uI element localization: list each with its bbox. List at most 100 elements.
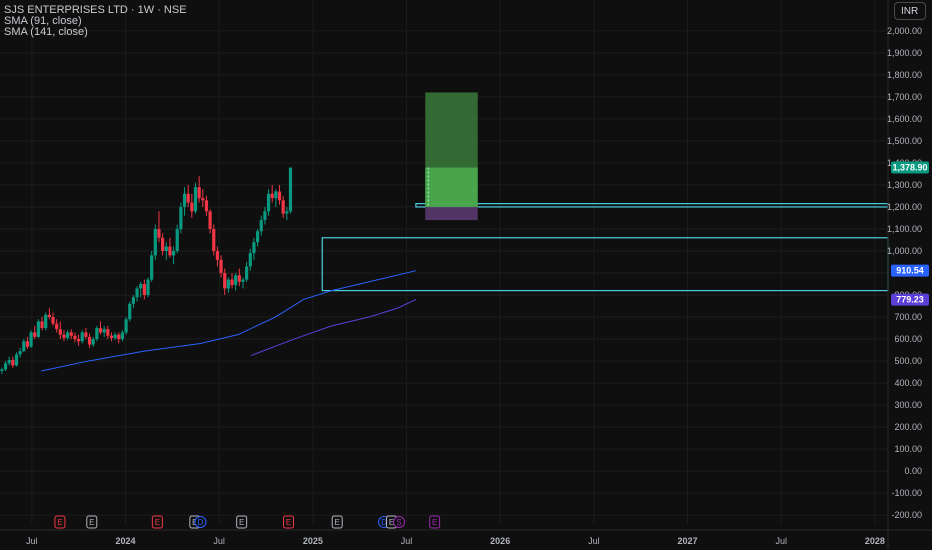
sma-141-line bbox=[250, 299, 417, 357]
currency-button[interactable]: INR bbox=[894, 2, 926, 20]
candlestick-series bbox=[0, 167, 293, 375]
candle-body bbox=[288, 167, 293, 212]
candle-body bbox=[175, 228, 179, 251]
earnings-marker bbox=[54, 515, 66, 529]
candle-body bbox=[252, 242, 256, 254]
candle-body bbox=[212, 228, 216, 251]
candle-body bbox=[157, 228, 161, 238]
time-tick-label: Jul bbox=[588, 536, 600, 546]
candle-body bbox=[245, 266, 249, 280]
open-profit-zone bbox=[425, 167, 478, 207]
time-axis[interactable]: Jul 2024 Jul 2025 Jul 2026 Jul 2027 Jul 2028 bbox=[0, 529, 932, 546]
candle-body bbox=[51, 317, 55, 324]
time-tick-label: Jul bbox=[775, 536, 787, 546]
earnings-marker bbox=[86, 515, 98, 529]
candle-body bbox=[128, 303, 132, 320]
time-tick-label: 2028 bbox=[865, 536, 885, 546]
candle-body bbox=[66, 332, 70, 338]
price-tick-label: 1,700.00 bbox=[887, 92, 922, 102]
candle-body bbox=[29, 332, 33, 347]
candle-body bbox=[146, 279, 150, 296]
price-tick-label: 500.00 bbox=[894, 356, 922, 366]
event-marker-label: E bbox=[432, 518, 437, 527]
candle-body bbox=[266, 193, 271, 212]
event-marker-label: D bbox=[381, 518, 387, 527]
price-tick-label: 2,000.00 bbox=[887, 26, 922, 36]
candle-body bbox=[219, 259, 223, 273]
candle-body bbox=[109, 335, 114, 338]
candle-body bbox=[237, 275, 241, 282]
price-tick-label: 0.00 bbox=[904, 466, 922, 476]
candle-body bbox=[193, 187, 198, 212]
earnings-marker bbox=[283, 515, 295, 529]
price-tick-label: 700.00 bbox=[894, 312, 922, 322]
price-badge bbox=[891, 293, 929, 306]
price-tick-label: 1,300.00 bbox=[887, 180, 922, 190]
candle-body bbox=[25, 341, 30, 347]
candle-body bbox=[190, 202, 194, 212]
candle-body bbox=[124, 319, 128, 333]
candle-body bbox=[87, 336, 92, 345]
price-tick-label: 200.00 bbox=[894, 422, 922, 432]
time-tick-label: Jul bbox=[401, 536, 413, 546]
symbol-title[interactable]: SJS ENTERPRISES LTD · 1W · NSE bbox=[4, 4, 187, 16]
long-position-tool[interactable] bbox=[425, 92, 478, 221]
earnings-marker bbox=[429, 515, 441, 529]
price-badges: 1,378.90 910.54 779.23 bbox=[891, 161, 929, 306]
support-zone-rect bbox=[415, 203, 889, 208]
candle-body bbox=[55, 323, 59, 330]
time-tick-label: 2025 bbox=[303, 536, 323, 546]
stop-zone bbox=[425, 206, 478, 221]
candle-body bbox=[234, 275, 238, 286]
indicator-sma-141[interactable]: SMA (141, close) bbox=[4, 26, 88, 38]
candle-body bbox=[0, 369, 4, 371]
event-marker-label: E bbox=[389, 518, 394, 527]
candle-body bbox=[40, 321, 44, 329]
candle-body bbox=[62, 334, 66, 338]
sma-lines bbox=[41, 270, 417, 372]
event-marker-label: D bbox=[198, 518, 204, 527]
event-marker-label: E bbox=[239, 518, 244, 527]
candle-body bbox=[113, 334, 117, 338]
price-tick-label: -100.00 bbox=[891, 488, 922, 498]
event-markers[interactable]: EEEEDEEEDESE bbox=[54, 515, 441, 529]
candle-body bbox=[263, 211, 267, 221]
indicator-sma-91[interactable]: SMA (91, close) bbox=[4, 15, 82, 27]
candle-body bbox=[91, 339, 95, 345]
candle-body bbox=[131, 297, 135, 304]
candle-body bbox=[58, 329, 62, 335]
time-tick-label: 2024 bbox=[116, 536, 136, 546]
event-marker-label: E bbox=[286, 518, 291, 527]
candle-body bbox=[248, 253, 252, 267]
candle-body bbox=[44, 314, 48, 329]
candle-body bbox=[270, 193, 274, 199]
event-marker-label: E bbox=[89, 518, 94, 527]
candle-body bbox=[120, 332, 125, 340]
chart-grid bbox=[0, 0, 888, 524]
candle-body bbox=[3, 363, 8, 370]
candle-body bbox=[84, 332, 88, 337]
candle-body bbox=[277, 191, 282, 201]
price-tick-label: 400.00 bbox=[894, 378, 922, 388]
candle-body bbox=[179, 206, 183, 229]
candle-body bbox=[7, 359, 11, 364]
candle-body bbox=[215, 250, 220, 260]
price-tick-label: 1,200.00 bbox=[887, 202, 922, 212]
candle-body bbox=[102, 329, 106, 333]
candle-body bbox=[274, 191, 278, 199]
price-tick-label: 1,500.00 bbox=[887, 136, 922, 146]
price-badge-label: 779.23 bbox=[896, 295, 924, 305]
time-tick-label: 2027 bbox=[678, 536, 698, 546]
candle-body bbox=[164, 246, 168, 251]
candle-body bbox=[281, 200, 285, 214]
candle-body bbox=[171, 250, 176, 256]
candle-body bbox=[208, 211, 212, 229]
price-badge-label: 910.54 bbox=[896, 266, 924, 276]
candle-body bbox=[14, 354, 19, 366]
sma-91-line bbox=[41, 270, 417, 372]
price-badge bbox=[891, 161, 929, 174]
candle-body bbox=[241, 279, 245, 282]
price-badge-label: 1,378.90 bbox=[892, 163, 927, 173]
candle-body bbox=[135, 288, 139, 298]
